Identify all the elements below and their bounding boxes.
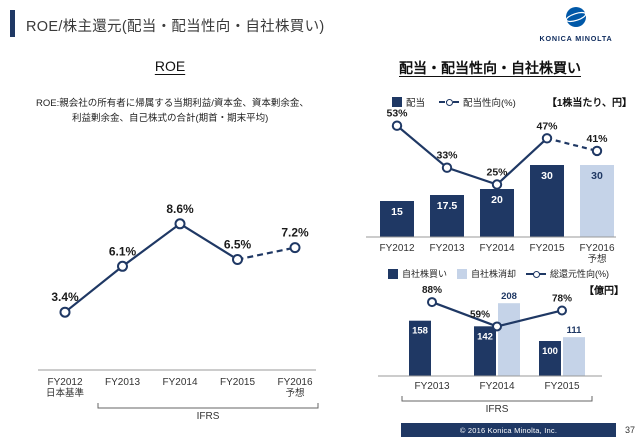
svg-text:88%: 88% <box>422 285 442 296</box>
legend-item-total-return: 総還元性向(%) <box>526 267 609 280</box>
svg-text:日本基準: 日本基準 <box>46 387 85 399</box>
dividend-legend: 配当 配当性向(%) <box>392 95 516 109</box>
payout-ratio-line-swatch <box>439 99 460 106</box>
svg-text:FY2015: FY2015 <box>529 243 564 254</box>
footer-copyright-bar: © 2016 Konica Minolta, Inc. <box>401 423 616 437</box>
legend-item-cancellation: 自社株消却 <box>457 267 516 280</box>
globe-icon <box>565 7 587 27</box>
roe-note-line1: ROE:親会社の所有者に帰属する当期利益/資本金、資本剰余金、 <box>36 98 309 109</box>
svg-text:予想: 予想 <box>285 387 305 399</box>
legend-label-dividend: 配当 <box>406 98 426 109</box>
page-number: 37 <box>624 425 635 435</box>
buyback-bar-swatch <box>388 268 398 279</box>
copyright-text: © 2016 Konica Minolta, Inc. <box>459 425 558 435</box>
svg-text:FY2013: FY2013 <box>105 377 140 388</box>
dividend-section-heading: 配当・配当性向・自社株買い <box>399 60 581 76</box>
svg-text:158: 158 <box>412 326 428 337</box>
svg-text:30: 30 <box>591 170 603 182</box>
svg-text:FY2014: FY2014 <box>162 377 197 388</box>
svg-text:FY2013: FY2013 <box>414 381 449 392</box>
svg-text:FY2012: FY2012 <box>379 243 414 254</box>
svg-text:6.1%: 6.1% <box>109 244 137 258</box>
svg-text:47%: 47% <box>536 120 558 132</box>
logo-text: KONICA MINOLTA <box>539 34 613 43</box>
slide-title: ROE/株主還元(配当・配当性向・自社株買い) <box>26 19 325 35</box>
svg-text:FY2015: FY2015 <box>220 377 255 388</box>
legend-label-cancellation: 自社株消却 <box>471 269 517 279</box>
svg-text:20: 20 <box>491 194 503 206</box>
legend-label-payout-ratio: 配当性向(%) <box>463 98 516 109</box>
roe-note-line2: 利益剰余金、自己株式の合計(期首・期末平均) <box>72 112 269 124</box>
legend-item-dividend: 配当 <box>392 95 425 109</box>
total-return-line-swatch <box>526 270 547 278</box>
buyback-unit-note: 【億円】 <box>584 286 624 297</box>
title-accent-bar <box>10 10 15 37</box>
svg-text:100: 100 <box>542 346 558 357</box>
svg-text:33%: 33% <box>436 150 458 162</box>
svg-text:FY2014: FY2014 <box>479 381 514 392</box>
dividend-bar-chart: 15 17.5 20 30 30 53% 33% 25% 47% 41% FY2012 FY2013 F… <box>348 108 632 266</box>
svg-text:7.2%: 7.2% <box>281 226 309 240</box>
roe-line-chart: 3.4% 6.1% 8.6% 6.5% 7.2% FY2012 FY2013 FY2014 FY… <box>20 160 330 422</box>
svg-text:59%: 59% <box>470 309 490 320</box>
svg-text:111: 111 <box>567 325 583 336</box>
svg-text:3.4%: 3.4% <box>51 290 79 304</box>
buyback-legend: 自社株買い 自社株消却 総還元性向(%) <box>388 267 609 280</box>
svg-text:FY2012: FY2012 <box>47 377 82 388</box>
legend-item-payout-ratio: 配当性向(%) <box>439 95 516 109</box>
buyback-chart-svg: 158 142 100 208 111 88% 59% 78% FY2013 FY2014 FY20… <box>378 285 602 415</box>
svg-text:FY2016: FY2016 <box>277 377 312 388</box>
svg-text:17.5: 17.5 <box>437 200 458 212</box>
svg-text:8.6%: 8.6% <box>166 202 194 216</box>
svg-text:FY2015: FY2015 <box>544 381 579 392</box>
svg-text:FY2013: FY2013 <box>429 243 464 254</box>
svg-text:15: 15 <box>391 206 403 218</box>
svg-text:6.5%: 6.5% <box>224 238 252 252</box>
cancellation-bar-swatch <box>457 268 468 279</box>
dividend-unit-note: 【1株当たり、円】 <box>546 98 632 109</box>
svg-text:予想: 予想 <box>587 253 607 265</box>
legend-label-total-return: 総還元性向(%) <box>550 269 610 279</box>
svg-text:208: 208 <box>501 291 517 302</box>
roe-chart-svg: 3.4% 6.1% 8.6% 6.5% 7.2% FY2012 FY2013 FY2014 FY… <box>38 202 319 422</box>
konica-minolta-logo: KONICA MINOLTA <box>528 6 624 43</box>
dividend-bar-swatch <box>392 97 402 107</box>
legend-item-buyback: 自社株買い <box>388 267 447 280</box>
svg-text:30: 30 <box>541 170 553 182</box>
svg-text:41%: 41% <box>586 133 608 145</box>
svg-text:IFRS: IFRS <box>486 404 509 415</box>
svg-text:FY2014: FY2014 <box>479 243 514 254</box>
svg-text:78%: 78% <box>552 293 572 304</box>
svg-text:FY2016: FY2016 <box>579 243 614 254</box>
svg-text:142: 142 <box>477 331 493 342</box>
svg-text:25%: 25% <box>486 167 508 179</box>
legend-label-buyback: 自社株買い <box>402 269 448 279</box>
svg-text:IFRS: IFRS <box>197 411 220 422</box>
roe-section-heading: ROE <box>154 58 186 74</box>
roe-definition-note: ROE:親会社の所有者に帰属する当期利益/資本金、資本剰余金、 利益剰余金、自己… <box>36 97 309 126</box>
svg-text:53%: 53% <box>386 108 408 120</box>
dividend-chart-svg: 15 17.5 20 30 30 53% 33% 25% 47% 41% FY2012 FY2013 F… <box>366 108 616 265</box>
buyback-bar-chart: 158 142 100 208 111 88% 59% 78% FY2013 FY2014 FY20… <box>348 276 632 416</box>
